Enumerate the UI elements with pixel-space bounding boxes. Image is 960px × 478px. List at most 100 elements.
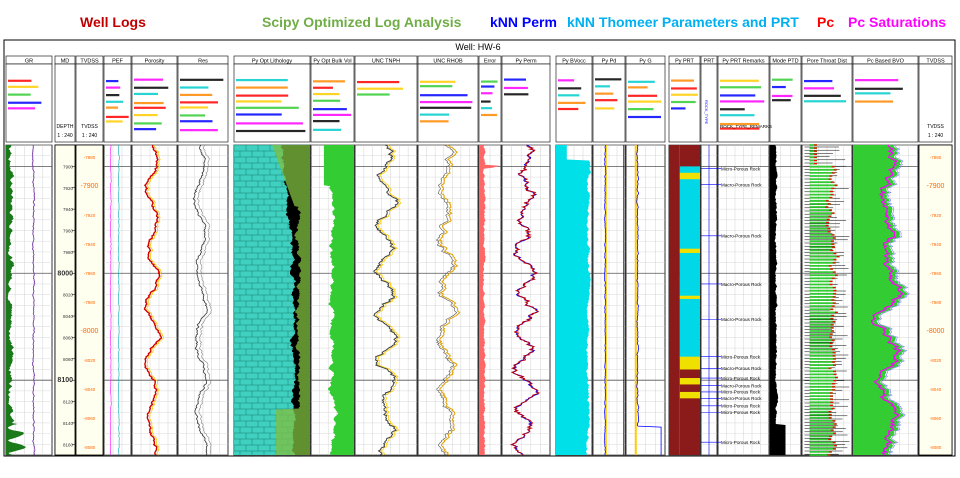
prt-tight-band bbox=[679, 378, 700, 385]
prt-low-band bbox=[679, 358, 700, 455]
header-legend-strip bbox=[420, 85, 453, 88]
track-header-box bbox=[625, 63, 666, 143]
track-label: Pc Based BVO bbox=[867, 59, 904, 65]
track-label: Py BVocc bbox=[562, 59, 586, 65]
track-body bbox=[417, 144, 479, 456]
track-label: UNC TNPH bbox=[372, 59, 400, 65]
track-header-box bbox=[801, 63, 853, 143]
header-legend-strip bbox=[628, 80, 655, 83]
header-well-logs: Well Logs bbox=[80, 14, 146, 30]
header-legend-strip bbox=[720, 108, 745, 111]
pd-curve bbox=[603, 144, 607, 456]
header-pc: Pc bbox=[817, 14, 835, 30]
track-label: MD bbox=[61, 59, 70, 65]
header-legend-strip bbox=[134, 128, 157, 131]
remark-label: Micro-Porous Rock bbox=[721, 376, 761, 381]
header-legend-strip bbox=[236, 122, 303, 125]
header-legend-strip bbox=[595, 85, 610, 88]
header-legend-strip bbox=[313, 92, 340, 96]
header-legend-strip bbox=[628, 100, 662, 103]
tvdss-tick-label: -7920 bbox=[84, 213, 96, 218]
header-legend-strip bbox=[720, 122, 759, 126]
track-label: GR bbox=[25, 59, 33, 65]
tvdss-tick-label: -8080 bbox=[84, 445, 96, 450]
header-legend-strip bbox=[134, 78, 164, 81]
header-legend-strip bbox=[180, 78, 224, 81]
md-tick-label: 8100 bbox=[57, 377, 73, 384]
prt-tight-band bbox=[679, 356, 700, 370]
tvdss-tick-label: -7880 bbox=[84, 155, 96, 160]
track-label: Py PRT bbox=[675, 59, 694, 65]
md-tick-label: 7980 bbox=[63, 250, 74, 255]
track-label: Py Opt Lithology bbox=[252, 59, 293, 65]
header-knn-perm: kNN Perm bbox=[490, 14, 557, 30]
header-legend-strip bbox=[671, 93, 698, 96]
header-legend-strip bbox=[772, 99, 791, 102]
tvdss-tick-label: -8020 bbox=[930, 358, 942, 363]
header-legend-strip bbox=[720, 79, 759, 82]
track-header-box bbox=[103, 63, 132, 143]
depth-header-label: DEPTH bbox=[57, 124, 74, 130]
bvo-curve-aux bbox=[877, 144, 910, 456]
perm-py-curve bbox=[509, 144, 541, 456]
header-legend-strip bbox=[855, 92, 891, 95]
md-tick-label: 7920 bbox=[63, 186, 74, 191]
remark-label: Macro-Porous Rock bbox=[721, 234, 762, 239]
rhob-curve bbox=[438, 144, 461, 456]
track-label: Py PRT Remarks bbox=[722, 59, 765, 65]
header-legend-strip bbox=[357, 80, 400, 84]
track-body bbox=[354, 144, 418, 456]
prt-tight-band bbox=[679, 248, 700, 253]
header-legend-strip bbox=[8, 79, 32, 82]
track-label: Error bbox=[484, 59, 496, 65]
pef-curve bbox=[117, 144, 120, 456]
track-header-box bbox=[717, 63, 770, 143]
remark-label: Macro-Porous Rock bbox=[721, 396, 762, 401]
res-curve-shallow bbox=[196, 144, 212, 456]
md-tick-label: 8040 bbox=[63, 314, 74, 319]
header-legend-strip bbox=[671, 100, 696, 104]
header-legend-strip bbox=[804, 100, 847, 103]
porosity-curve-aux bbox=[146, 144, 165, 456]
error-fill bbox=[479, 145, 499, 455]
header-legend-strip bbox=[236, 86, 288, 89]
header-legend-strip bbox=[481, 113, 498, 117]
header-legend-strip bbox=[481, 85, 495, 88]
md-tick-label: 7900 bbox=[63, 164, 74, 169]
track-label: TVDSS bbox=[80, 59, 99, 65]
md-tick-label: 8160 bbox=[63, 442, 74, 447]
pef-curve bbox=[109, 144, 112, 456]
header-legend-strip bbox=[236, 78, 288, 82]
header-legend-strip bbox=[8, 101, 42, 104]
track-header-box bbox=[852, 63, 919, 143]
header-legend-strip bbox=[420, 113, 450, 116]
header-legend-strip bbox=[236, 94, 289, 97]
tvdss-tick-label: -7920 bbox=[930, 213, 942, 218]
md-tick-label: 8080 bbox=[63, 357, 74, 362]
remarks-header-label: ROCK_TYPE_REMARKS bbox=[720, 124, 772, 129]
bvo-curve bbox=[870, 144, 904, 456]
track-header-box bbox=[700, 63, 718, 143]
remark-label: Macro-Porous Rock bbox=[721, 282, 762, 287]
header-legend-strip bbox=[313, 86, 333, 89]
res-curve bbox=[192, 144, 208, 456]
track-label: Py G bbox=[639, 59, 651, 65]
tvdss-tick-label: -7980 bbox=[930, 300, 942, 305]
header-legend-strip bbox=[236, 106, 299, 109]
tnph-curve bbox=[373, 144, 399, 456]
header-legend-strip bbox=[8, 93, 31, 96]
header-legend-strip bbox=[180, 106, 209, 109]
track-label: UNC RHOB bbox=[433, 59, 463, 65]
header-legend-strip bbox=[558, 94, 580, 97]
track-body bbox=[131, 144, 178, 456]
tvdss-tick-label: -7940 bbox=[84, 242, 96, 247]
header-legend-strip bbox=[595, 99, 618, 102]
header-legend-strip bbox=[855, 79, 899, 82]
gr-curve bbox=[31, 144, 36, 456]
track-label: Pore Throat Dist bbox=[807, 59, 847, 65]
header-legend-strip bbox=[134, 113, 158, 117]
tvdss-tick-label: -7900 bbox=[927, 183, 945, 190]
header-legend-strip bbox=[772, 94, 793, 98]
header-legend-strip bbox=[720, 114, 755, 117]
header-legend-strip bbox=[481, 92, 493, 95]
